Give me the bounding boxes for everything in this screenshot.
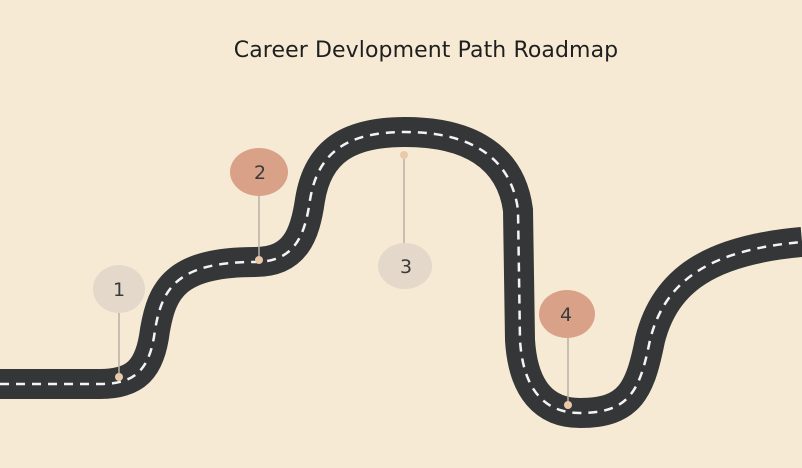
milestone-badge	[378, 243, 432, 289]
milestone-label: 3	[400, 256, 412, 278]
milestone-label: 4	[560, 304, 572, 326]
page-title: Career Devlopment Path Roadmap	[233, 38, 619, 63]
milestone-3: 3	[378, 151, 432, 289]
milestone-label: 2	[254, 162, 266, 184]
milestone-2: 2	[230, 148, 288, 264]
milestone-4: 4	[539, 290, 595, 409]
milestone-badge	[93, 265, 145, 313]
milestone-badge	[539, 290, 595, 338]
milestone-1: 1	[93, 265, 145, 381]
milestone-badge	[230, 148, 288, 196]
milestone-pin-dot	[564, 401, 572, 409]
milestone-pin-dot	[115, 373, 123, 381]
milestone-pin-dot	[400, 151, 408, 159]
road-center-line	[0, 130, 802, 415]
milestone-label: 1	[113, 279, 125, 301]
milestone-pin-dot	[255, 256, 263, 264]
